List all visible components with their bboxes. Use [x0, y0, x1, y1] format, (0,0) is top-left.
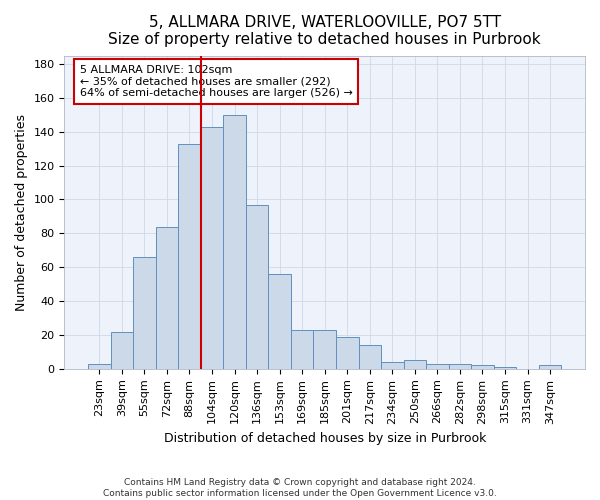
Text: Contains HM Land Registry data © Crown copyright and database right 2024.
Contai: Contains HM Land Registry data © Crown c… [103, 478, 497, 498]
Bar [313, 330, 336, 369]
Bar [223, 115, 246, 369]
Bar [449, 364, 471, 369]
X-axis label: Distribution of detached houses by size in Purbrook: Distribution of detached houses by size … [164, 432, 486, 445]
Bar [494, 367, 516, 369]
Title: 5, ALLMARA DRIVE, WATERLOOVILLE, PO7 5TT
Size of property relative to detached h: 5, ALLMARA DRIVE, WATERLOOVILLE, PO7 5TT… [109, 15, 541, 48]
Text: 5 ALLMARA DRIVE: 102sqm
← 35% of detached houses are smaller (292)
64% of semi-d: 5 ALLMARA DRIVE: 102sqm ← 35% of detache… [80, 65, 353, 98]
Bar [110, 332, 133, 369]
Bar [359, 345, 381, 369]
Bar [336, 336, 359, 369]
Bar [268, 274, 291, 369]
Bar [426, 364, 449, 369]
Bar [178, 144, 201, 369]
Bar [404, 360, 426, 369]
Bar [155, 226, 178, 369]
Bar [539, 366, 562, 369]
Bar [201, 126, 223, 369]
Bar [246, 204, 268, 369]
Bar [471, 366, 494, 369]
Bar [88, 364, 110, 369]
Bar [381, 362, 404, 369]
Y-axis label: Number of detached properties: Number of detached properties [15, 114, 28, 310]
Bar [291, 330, 313, 369]
Bar [133, 257, 155, 369]
